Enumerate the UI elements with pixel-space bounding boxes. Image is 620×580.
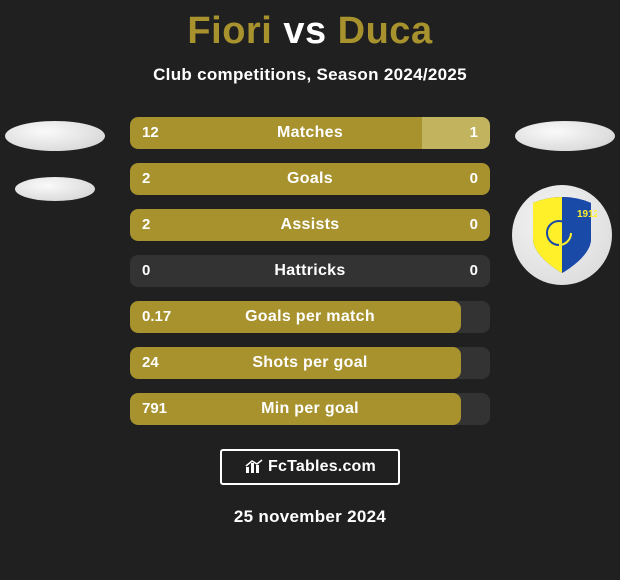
vs-label: vs <box>283 10 326 52</box>
stat-label: Min per goal <box>130 393 490 425</box>
stat-row: 0.17Goals per match <box>130 301 490 333</box>
chart-area: 1912 121Matches 20Goals 20Assists 00Hattric… <box>0 117 620 425</box>
stat-label: Shots per goal <box>130 347 490 379</box>
stat-bars: 121Matches 20Goals 20Assists 00Hattricks 0.1… <box>130 117 490 425</box>
stat-row: 121Matches <box>130 117 490 149</box>
stat-row: 791Min per goal <box>130 393 490 425</box>
crest-svg: 1912 <box>527 195 597 275</box>
stat-label: Goals <box>130 163 490 195</box>
page-title: Fiori vs Duca <box>0 0 620 53</box>
stat-row: 00Hattricks <box>130 255 490 287</box>
right-avatars: 1912 <box>510 117 620 151</box>
player1-avatar-placeholder <box>5 121 105 151</box>
date-label: 25 november 2024 <box>0 507 620 527</box>
stat-label: Hattricks <box>130 255 490 287</box>
player1-name: Fiori <box>187 10 272 52</box>
stat-label: Assists <box>130 209 490 241</box>
stat-label: Goals per match <box>130 301 490 333</box>
stat-label: Matches <box>130 117 490 149</box>
crest-year: 1912 <box>577 209 597 220</box>
branding-box: FcTables.com <box>220 449 400 485</box>
player1-club-placeholder <box>15 177 95 201</box>
branding-text: FcTables.com <box>268 458 376 476</box>
subtitle: Club competitions, Season 2024/2025 <box>0 65 620 85</box>
player2-club-crest: 1912 <box>512 185 612 285</box>
stat-row: 20Goals <box>130 163 490 195</box>
player2-name: Duca <box>338 10 433 52</box>
left-avatars <box>0 117 110 201</box>
player2-avatar-placeholder <box>515 121 615 151</box>
stat-row: 24Shots per goal <box>130 347 490 379</box>
stat-row: 20Assists <box>130 209 490 241</box>
branding-chart-icon <box>244 459 264 475</box>
